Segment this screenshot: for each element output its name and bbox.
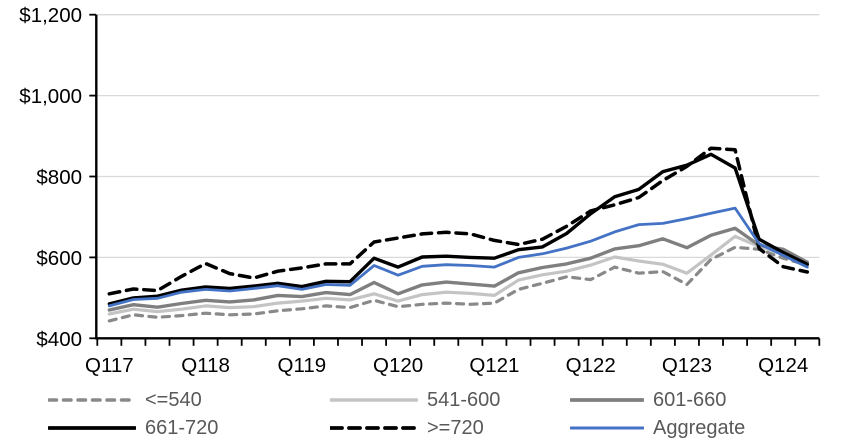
x-axis-label: Q120 [373, 354, 423, 377]
legend-item-le540: <=540 [48, 387, 202, 413]
legend-item-541-600: 541-600 [330, 387, 500, 413]
x-axis-label: Q117 [85, 354, 134, 377]
legend-line-black-icon [48, 426, 136, 430]
legend-label: >=720 [427, 416, 484, 439]
legend-label: <=540 [145, 388, 202, 411]
y-axis-label: $1,000 [19, 85, 82, 108]
legend-label: 661-720 [145, 416, 219, 439]
legend-item-aggregate: Aggregate [570, 415, 745, 441]
legend-line-dashed-black-icon [330, 426, 418, 430]
legend-label: Aggregate [653, 416, 746, 439]
x-axis-label: Q121 [469, 354, 519, 377]
legend-item-601-660: 601-660 [570, 387, 726, 413]
legend-label: 541-600 [427, 388, 501, 411]
legend-line-light-gray-icon [330, 398, 418, 402]
series-line--720 [107, 146, 810, 296]
line-chart-plot: $400 $600 $800 $1,000 $1,200 Q117 Q118 Q119 Q120… [19, 4, 821, 377]
y-axis-label: $400 [36, 328, 82, 351]
legend-line-dashed-gray-icon [48, 398, 136, 402]
x-axis-label: Q122 [566, 354, 616, 377]
y-axis-label: $800 [36, 166, 82, 189]
legend-label: 601-660 [653, 388, 727, 411]
series-line--540 [107, 245, 809, 323]
x-axis-label: Q123 [662, 354, 712, 377]
legend-item-ge720: >=720 [330, 415, 484, 441]
x-axis-label: Q124 [758, 354, 808, 377]
legend-item-661-720: 661-720 [48, 415, 218, 441]
chart-legend: <=540 541-600 601-660 661-720 >=720 Aggr… [0, 384, 852, 442]
legend-line-blue-icon [570, 426, 644, 430]
x-axis-label: Q119 [278, 354, 327, 377]
x-axis-label: Q118 [181, 354, 230, 377]
series-line-601-660 [107, 226, 809, 312]
legend-line-dark-gray-icon [570, 398, 644, 402]
y-axis-label: $600 [36, 247, 82, 270]
series-line-Aggregate [107, 206, 809, 308]
series-line-541-600 [107, 234, 809, 316]
y-axis-label: $1,200 [19, 4, 82, 27]
